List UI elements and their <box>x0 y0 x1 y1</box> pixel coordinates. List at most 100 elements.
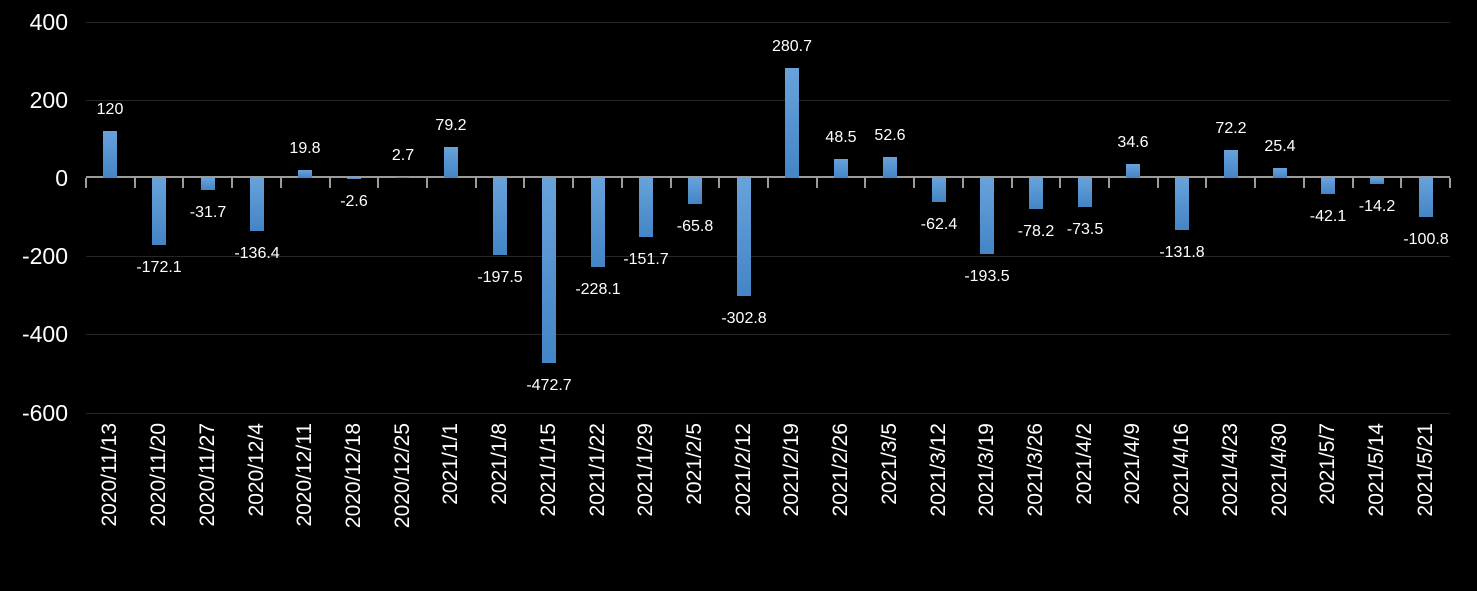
x-axis-tick <box>426 178 428 188</box>
x-axis-category-label: 2021/5/7 <box>1316 423 1339 505</box>
x-axis-category-label: 2021/3/19 <box>975 423 998 517</box>
bar <box>591 178 605 267</box>
x-axis-category-label: 2020/12/25 <box>391 423 414 529</box>
bar-data-label: -131.8 <box>1159 244 1205 261</box>
x-axis-category-label: 2021/5/14 <box>1365 423 1388 517</box>
x-axis-category-label: 2020/12/4 <box>245 423 268 517</box>
x-axis-tick <box>329 178 331 188</box>
bar <box>1078 178 1092 207</box>
x-axis-category-label: 2021/1/8 <box>488 423 511 505</box>
x-axis-tick <box>767 178 769 188</box>
bar <box>1370 178 1384 184</box>
gridline <box>86 334 1450 335</box>
x-axis-category-label: 2021/1/15 <box>537 423 560 517</box>
bar <box>396 177 410 178</box>
x-axis-tick <box>475 178 477 188</box>
x-axis-tick <box>670 178 672 188</box>
bar-data-label: -193.5 <box>964 268 1010 285</box>
x-axis-tick <box>913 178 915 188</box>
x-axis-tick <box>621 178 623 188</box>
bar <box>1321 178 1335 194</box>
bar <box>1273 168 1287 178</box>
y-axis-tick-label: 200 <box>29 87 68 113</box>
bar <box>688 178 702 204</box>
bar <box>201 178 215 190</box>
bar <box>347 178 361 179</box>
x-axis-tick <box>1011 178 1013 188</box>
bar-data-label: -136.4 <box>234 245 280 262</box>
bar-data-label: 120 <box>96 101 124 118</box>
y-axis-tick-label: 0 <box>55 165 68 191</box>
bar-data-label: -472.7 <box>526 377 572 394</box>
bar-data-label: -14.2 <box>1358 198 1396 215</box>
x-axis-category-label: 2020/11/20 <box>147 423 170 527</box>
bar <box>834 159 848 178</box>
bar-data-label: -172.1 <box>136 259 182 276</box>
bar-data-label: -302.8 <box>721 310 767 327</box>
bar <box>1419 178 1433 217</box>
y-axis-tick-label: -200 <box>21 243 68 269</box>
x-axis-category-label: 2021/4/23 <box>1219 423 1242 517</box>
x-axis-category-label: 2021/3/5 <box>878 423 901 505</box>
x-axis-category-label: 2020/11/27 <box>196 423 219 527</box>
bar-data-label: -65.8 <box>676 218 714 235</box>
x-axis-category-label: 2020/11/13 <box>98 423 121 527</box>
bar <box>737 178 751 296</box>
x-axis-category-label: 2021/2/12 <box>732 423 755 517</box>
x-axis-tick <box>182 178 184 188</box>
x-axis-line <box>86 176 1450 178</box>
bar <box>250 178 264 231</box>
bar-data-label: 25.4 <box>1264 138 1296 155</box>
bar <box>103 131 117 178</box>
x-axis-category-label: 2021/2/5 <box>683 423 706 505</box>
bar-data-label: 19.8 <box>289 140 321 157</box>
bar-data-label: 48.5 <box>825 129 857 146</box>
bar-data-label: -73.5 <box>1066 221 1104 238</box>
x-axis-tick <box>1108 178 1110 188</box>
bar <box>1029 178 1043 209</box>
bar <box>932 178 946 202</box>
x-axis-tick <box>1205 178 1207 188</box>
x-axis-category-label: 2021/4/9 <box>1121 423 1144 505</box>
x-axis-tick <box>962 178 964 188</box>
bar-data-label: -78.2 <box>1017 223 1055 240</box>
x-axis-category-label: 2021/4/30 <box>1268 423 1291 517</box>
bar-data-label: 72.2 <box>1215 120 1247 137</box>
x-axis-category-label: 2021/5/21 <box>1414 423 1437 517</box>
x-axis-category-label: 2021/1/22 <box>586 423 609 517</box>
bar <box>785 68 799 178</box>
bar-data-label: 280.7 <box>771 38 813 55</box>
bar-data-label: -2.6 <box>340 193 368 210</box>
bar <box>1175 178 1189 230</box>
x-axis-category-label: 2020/12/11 <box>293 423 316 527</box>
bar <box>1224 150 1238 178</box>
bar <box>152 178 166 245</box>
bar <box>444 147 458 178</box>
x-axis-tick <box>1254 178 1256 188</box>
x-axis-category-label: 2021/3/12 <box>927 423 950 517</box>
x-axis-category-label: 2021/1/29 <box>634 423 657 517</box>
x-axis-category-label: 2021/2/19 <box>780 423 803 517</box>
gridline <box>86 22 1450 23</box>
bar-data-label: 79.2 <box>435 117 467 134</box>
bar-data-label: 34.6 <box>1117 134 1149 151</box>
bar <box>298 170 312 178</box>
x-axis-category-label: 2021/2/26 <box>829 423 852 517</box>
bar-data-label: 2.7 <box>391 147 415 164</box>
x-axis-tick <box>1352 178 1354 188</box>
x-axis-tick <box>864 178 866 188</box>
bar-data-label: -100.8 <box>1403 231 1449 248</box>
gridline <box>86 256 1450 257</box>
x-axis-tick <box>816 178 818 188</box>
x-axis-tick <box>231 178 233 188</box>
x-axis-tick <box>1303 178 1305 188</box>
bar <box>883 157 897 178</box>
x-axis-category-label: 2021/3/26 <box>1024 423 1047 517</box>
x-axis-tick <box>85 178 87 188</box>
y-axis-tick-label: -600 <box>21 400 68 426</box>
bar-data-label: -62.4 <box>920 216 958 233</box>
bar-data-label: 52.6 <box>874 127 906 144</box>
x-axis-tick <box>377 178 379 188</box>
x-axis-category-label: 2021/1/1 <box>439 423 462 505</box>
gridline <box>86 413 1450 414</box>
